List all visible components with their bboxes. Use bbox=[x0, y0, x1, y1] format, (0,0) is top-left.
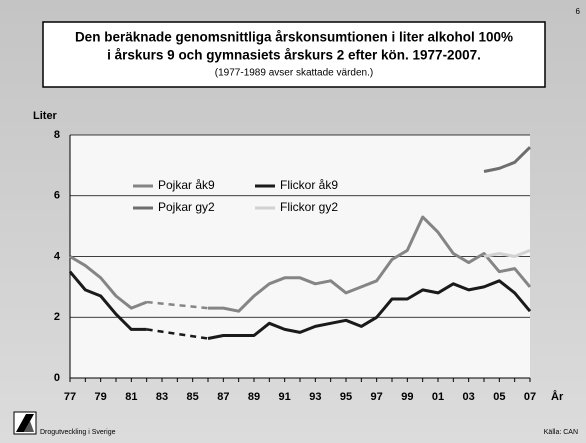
y-tick-label: 2 bbox=[54, 311, 60, 323]
page-number: 6 bbox=[576, 7, 581, 16]
legend-label: Pojkar åk9 bbox=[158, 178, 215, 192]
y-tick-label: 8 bbox=[54, 129, 60, 141]
y-tick-label: 0 bbox=[54, 372, 60, 384]
legend-label: Flickor åk9 bbox=[280, 178, 338, 192]
chart-title: Den beräknade genomsnittliga årskonsumti… bbox=[75, 30, 513, 45]
title-box bbox=[42, 21, 546, 88]
x-tick-label: 07 bbox=[524, 391, 536, 403]
x-tick-label: 95 bbox=[340, 391, 352, 403]
x-tick-label: 91 bbox=[279, 391, 291, 403]
series-line bbox=[68, 270, 532, 340]
x-tick-label: 77 bbox=[64, 391, 76, 403]
x-tick-label: 93 bbox=[309, 391, 321, 403]
x-tick-label: 81 bbox=[125, 391, 137, 403]
x-tick-label: 01 bbox=[432, 391, 444, 403]
x-tick-label: 89 bbox=[248, 391, 260, 403]
x-tick-label: 79 bbox=[95, 391, 107, 403]
series-line bbox=[483, 249, 531, 258]
footer-right: Källa: CAN bbox=[544, 429, 578, 436]
series-line bbox=[69, 215, 532, 313]
footer-left: Drogutveckling i Sverige bbox=[40, 429, 116, 436]
chart-subtitle: (1977-1989 avser skattade värden.) bbox=[215, 68, 373, 79]
series-line bbox=[483, 146, 532, 173]
chart-title: i årskurs 9 och gymnasiets årskurs 2 eft… bbox=[107, 48, 481, 63]
x-tick-label: 05 bbox=[493, 391, 505, 403]
x-tick-label: 03 bbox=[463, 391, 475, 403]
legend-label: Pojkar gy2 bbox=[158, 200, 215, 214]
x-tick-label: 99 bbox=[401, 391, 413, 403]
x-axis-label: År bbox=[551, 390, 564, 403]
legend-label: Flickor gy2 bbox=[280, 200, 338, 214]
x-tick-label: 87 bbox=[217, 391, 229, 403]
y-axis-label: Liter bbox=[33, 110, 58, 122]
x-tick-label: 83 bbox=[156, 391, 168, 403]
y-tick-label: 6 bbox=[54, 190, 60, 202]
x-tick-label: 85 bbox=[187, 391, 199, 403]
y-tick-label: 4 bbox=[54, 250, 61, 262]
logo bbox=[13, 411, 37, 435]
x-tick-label: 97 bbox=[371, 391, 383, 403]
